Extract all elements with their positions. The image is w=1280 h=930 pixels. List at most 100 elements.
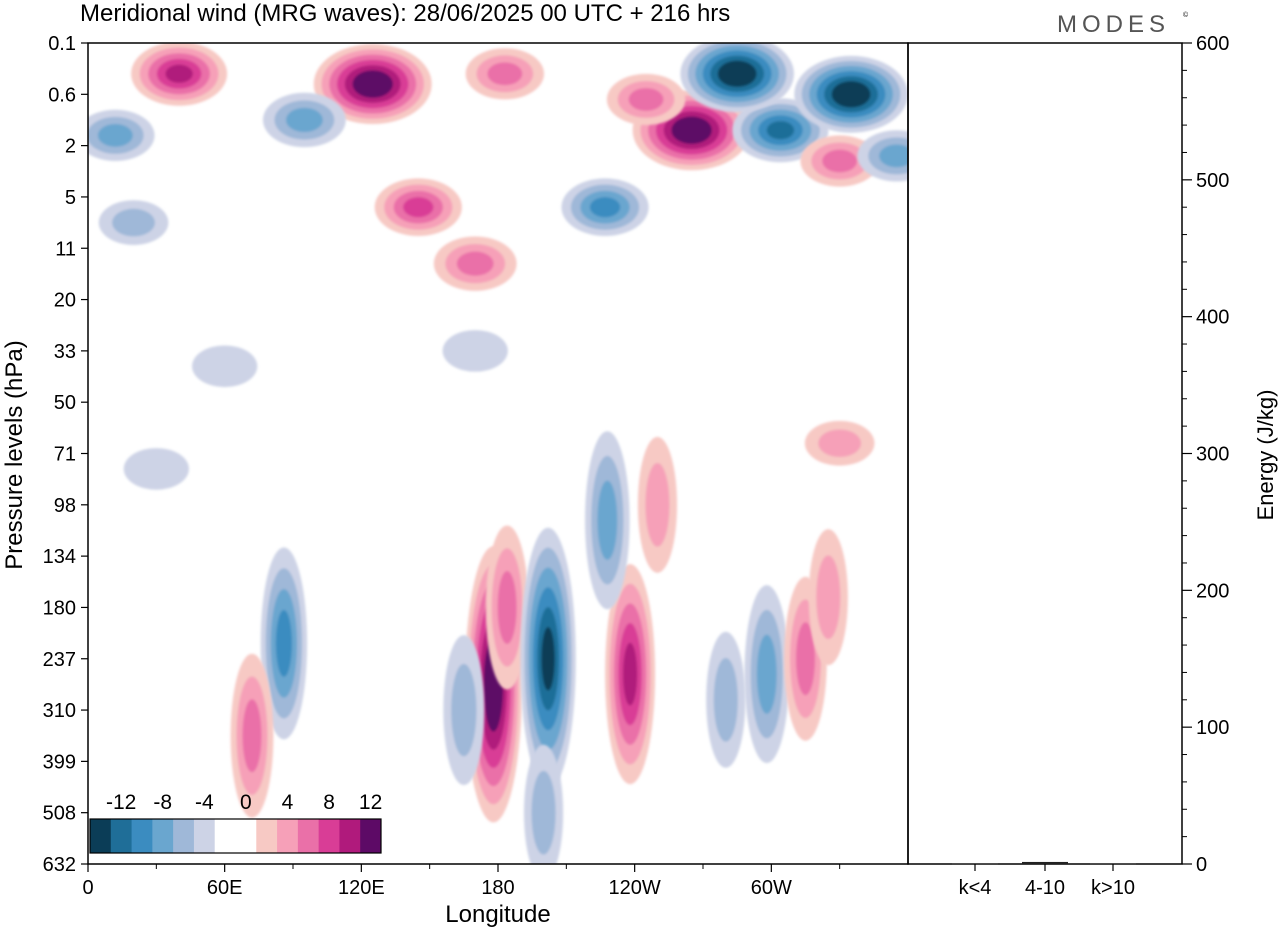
wind-anomaly-mark xyxy=(465,48,545,100)
pressure-tick-label: 50 xyxy=(54,392,76,414)
colorbar-swatch xyxy=(339,819,361,853)
colorbar-label: 8 xyxy=(323,791,335,814)
wind-anomaly-mark xyxy=(808,529,848,666)
contour-band xyxy=(112,208,155,237)
colorbar-swatch xyxy=(256,819,278,853)
pressure-tick-label: 5 xyxy=(65,187,76,209)
pressure-tick-label: 399 xyxy=(43,751,76,773)
colorbar-swatch xyxy=(110,819,133,853)
wind-anomaly-mark xyxy=(262,92,346,148)
pressure-tick-label: 20 xyxy=(54,290,76,312)
energy-tick-label: 500 xyxy=(1196,170,1229,192)
wind-anomaly-mark xyxy=(374,178,462,236)
colorbar-swatch xyxy=(297,819,320,853)
wind-anomaly-mark xyxy=(706,631,746,768)
chart-title: Meridional wind (MRG waves): 28/06/2025 … xyxy=(80,0,730,27)
wind-anomaly-mark xyxy=(88,109,155,161)
energy-tick-label: 600 xyxy=(1196,33,1229,55)
wind-anomaly-mark xyxy=(523,744,564,864)
y-axis-label: Pressure levels (hPa) xyxy=(1,340,28,569)
energy-category-label: 4-10 xyxy=(1025,877,1065,899)
contour-band xyxy=(541,626,555,691)
pressure-tick-label: 33 xyxy=(54,341,76,363)
pressure-tick-label: 0.6 xyxy=(48,84,76,106)
colorbar-swatch xyxy=(131,819,153,853)
wind-anomaly-mark xyxy=(230,653,274,818)
wind-anomaly-mark xyxy=(605,564,656,785)
colorbar-swatch xyxy=(214,819,236,853)
colorbar-swatch xyxy=(90,819,112,853)
contour-band xyxy=(285,107,323,133)
contour-band xyxy=(531,770,556,855)
wind-anomaly-mark xyxy=(804,420,875,466)
contour-band xyxy=(879,144,908,168)
wind-anomaly-mark xyxy=(680,43,794,113)
energy-tick-label: 300 xyxy=(1196,444,1229,466)
pressure-tick-label: 98 xyxy=(54,495,76,517)
colorbar-swatch xyxy=(360,819,382,853)
longitude-tick-label: 120E xyxy=(338,877,385,899)
energy-bar xyxy=(1022,861,1068,864)
wind-anomaly-mark xyxy=(732,98,829,163)
pressure-tick-label: 237 xyxy=(43,649,76,671)
colorbar-label: -4 xyxy=(195,791,214,814)
longitude-tick-label: 180 xyxy=(481,877,514,899)
colorbar-label: -8 xyxy=(153,791,172,814)
contour-band xyxy=(275,609,292,677)
energy-frame xyxy=(907,42,1183,865)
energy-category-label: k<4 xyxy=(959,877,992,899)
wind-anomaly-mark xyxy=(606,73,686,126)
longitude-tick-label: 0 xyxy=(82,877,93,899)
brand-logo: MODES xyxy=(1057,11,1170,38)
colorbar-swatch xyxy=(235,819,257,853)
contour-band xyxy=(192,345,258,388)
contour-band xyxy=(442,330,508,372)
colorbar: -12 -8 -4 0 4 8 12 xyxy=(89,791,382,854)
colorbar-label: 12 xyxy=(359,791,382,814)
wind-anomaly-mark xyxy=(857,130,908,182)
wind-anomaly-mark xyxy=(131,43,228,106)
contour-band xyxy=(795,622,816,696)
contour-band xyxy=(766,121,795,140)
colorbar-swatch xyxy=(277,819,299,853)
contour-band xyxy=(360,75,386,93)
wind-anomaly-mark xyxy=(485,525,529,690)
energy-tick-label: 200 xyxy=(1196,580,1229,602)
contour-band xyxy=(816,555,841,640)
wind-anomaly-mark xyxy=(192,345,258,388)
pressure-tick-label: 508 xyxy=(43,803,76,825)
wind-contours xyxy=(88,43,908,864)
longitude-axis: 0 60E 120E 180 120W 60W xyxy=(82,864,841,899)
contour-band xyxy=(725,65,750,82)
brand-registered: © xyxy=(1183,11,1189,19)
colorbar-label: 0 xyxy=(240,791,252,814)
pressure-axis: 0.1 0.6 2 5 11 20 33 50 71 98 134 180 237 310 399 508 63… xyxy=(43,33,88,876)
energy-tick-label: 100 xyxy=(1196,717,1229,739)
contour-band xyxy=(622,642,638,706)
wind-anomaly-mark xyxy=(260,547,308,740)
contour-band xyxy=(497,570,517,644)
colorbar-swatch xyxy=(318,819,340,853)
longitude-tick-label: 120W xyxy=(609,877,661,899)
pressure-tick-label: 11 xyxy=(55,238,76,260)
pressure-tick-label: 134 xyxy=(43,546,76,568)
contour-band xyxy=(818,429,862,458)
contour-band xyxy=(451,663,477,757)
contour-band xyxy=(97,123,133,147)
contour-band xyxy=(123,448,189,490)
wind-anomaly-mark xyxy=(585,431,630,610)
pressure-tick-label: 632 xyxy=(43,854,76,876)
wind-anomaly-mark xyxy=(744,585,790,764)
x-axis-label: Longitude xyxy=(445,901,550,928)
contour-band xyxy=(456,251,494,276)
energy-tick-label: 0 xyxy=(1196,854,1207,876)
longitude-tick-label: 60E xyxy=(207,877,243,899)
wind-anomaly-mark xyxy=(442,330,508,372)
wind-anomaly-mark xyxy=(637,436,678,573)
contour-band xyxy=(165,64,193,83)
pressure-tick-label: 310 xyxy=(43,700,76,722)
wind-anomaly-mark xyxy=(433,236,517,291)
pressure-tick-label: 2 xyxy=(65,136,76,158)
contour-band xyxy=(713,657,738,742)
